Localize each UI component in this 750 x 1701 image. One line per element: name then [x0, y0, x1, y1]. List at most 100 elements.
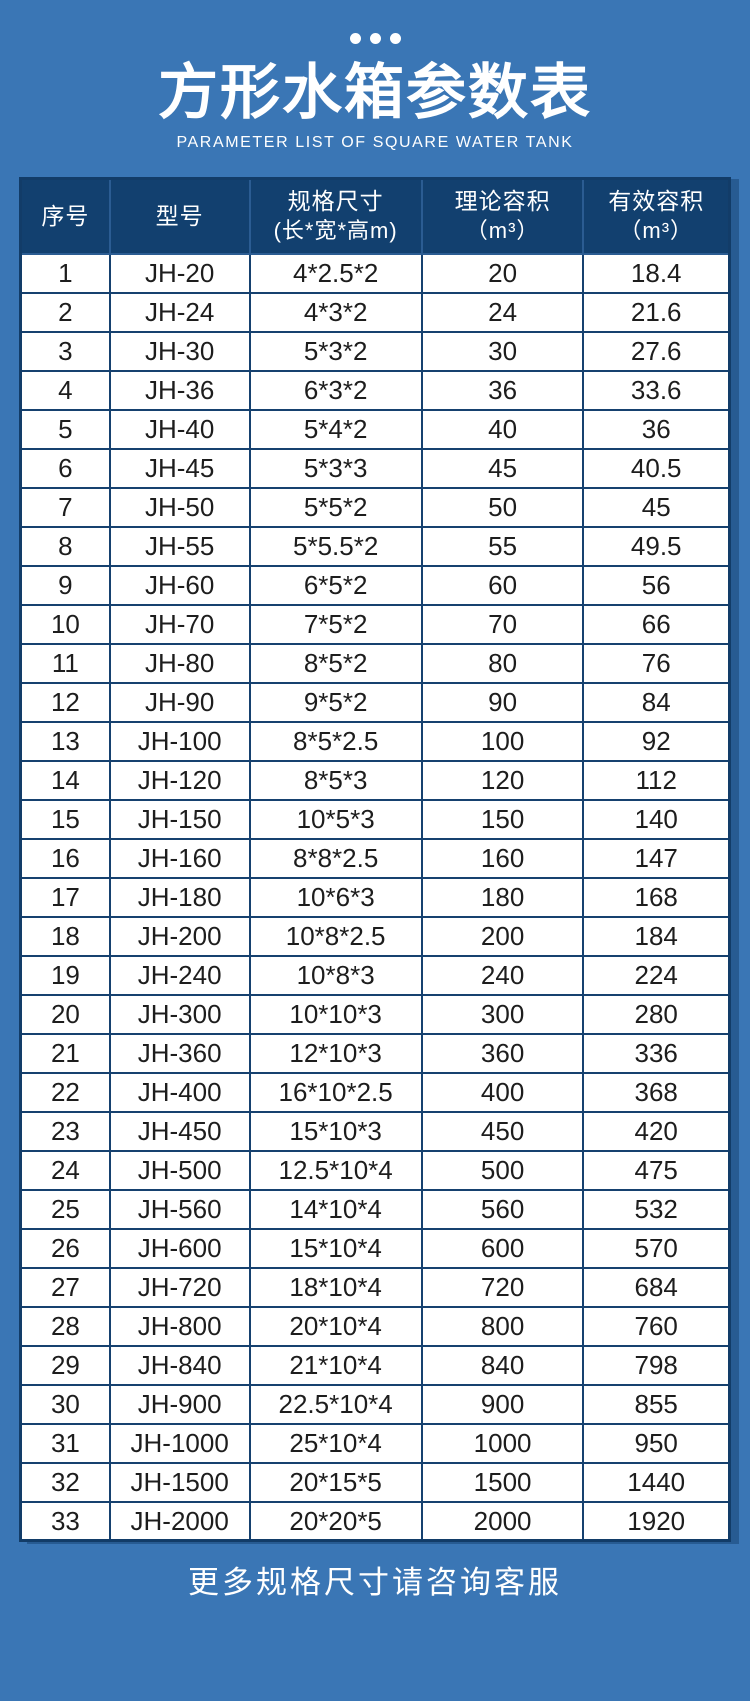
- cell-theoretical-volume: 400: [420, 1071, 585, 1113]
- cell-model: JH-720: [108, 1266, 251, 1308]
- cell-theoretical-volume: 80: [420, 642, 585, 684]
- col-header-label: 有效容积: [608, 188, 705, 215]
- table-row: 31 JH-1000 25*10*4 1000 950: [19, 1422, 731, 1464]
- cell-model: JH-120: [108, 759, 251, 801]
- cell-theoretical-volume: 70: [420, 603, 585, 645]
- cell-theoretical-volume: 55: [420, 525, 585, 567]
- cell-model: JH-150: [108, 798, 251, 840]
- table-row: 13 JH-100 8*5*2.5 100 92: [19, 720, 731, 762]
- page-title: 方形水箱参数表: [158, 59, 592, 126]
- cell-theoretical-volume: 800: [420, 1305, 585, 1347]
- cell-model: JH-40: [108, 408, 251, 450]
- cell-model: JH-800: [108, 1305, 251, 1347]
- cell-model: JH-160: [108, 837, 251, 879]
- cell-size: 8*8*2.5: [248, 837, 423, 879]
- cell-effective-volume: 27.6: [582, 330, 731, 372]
- col-header-unit: （m³）: [465, 217, 540, 243]
- cell-size: 10*8*3: [248, 954, 423, 996]
- table-row: 16 JH-160 8*8*2.5 160 147: [19, 837, 731, 879]
- table-row: 18 JH-200 10*8*2.5 200 184: [19, 915, 731, 957]
- cell-model: JH-30: [108, 330, 251, 372]
- cell-index: 23: [19, 1110, 111, 1152]
- cell-effective-volume: 950: [582, 1422, 731, 1464]
- table-row: 21 JH-360 12*10*3 360 336: [19, 1032, 731, 1074]
- cell-theoretical-volume: 24: [420, 291, 585, 333]
- cell-model: JH-24: [108, 291, 251, 333]
- cell-size: 21*10*4: [248, 1344, 423, 1386]
- cell-effective-volume: 40.5: [582, 447, 731, 489]
- cell-index: 17: [19, 876, 111, 918]
- cell-effective-volume: 140: [582, 798, 731, 840]
- cell-effective-volume: 475: [582, 1149, 731, 1191]
- cell-index: 14: [19, 759, 111, 801]
- cell-index: 29: [19, 1344, 111, 1386]
- cell-index: 26: [19, 1227, 111, 1269]
- cell-size: 5*5.5*2: [248, 525, 423, 567]
- cell-theoretical-volume: 600: [420, 1227, 585, 1269]
- cell-index: 12: [19, 681, 111, 723]
- cell-theoretical-volume: 200: [420, 915, 585, 957]
- cell-index: 3: [19, 330, 111, 372]
- cell-index: 4: [19, 369, 111, 411]
- table-row: 28 JH-800 20*10*4 800 760: [19, 1305, 731, 1347]
- table-row: 11 JH-80 8*5*2 80 76: [19, 642, 731, 684]
- cell-index: 30: [19, 1383, 111, 1425]
- cell-model: JH-45: [108, 447, 251, 489]
- dot-icon: [389, 33, 401, 44]
- cell-model: JH-450: [108, 1110, 251, 1152]
- cell-size: 9*5*2: [248, 681, 423, 723]
- cell-effective-volume: 1440: [582, 1461, 731, 1503]
- col-header-label: 型号: [155, 202, 204, 229]
- cell-model: JH-1500: [108, 1461, 251, 1503]
- cell-theoretical-volume: 60: [420, 564, 585, 606]
- cell-index: 27: [19, 1266, 111, 1308]
- dot-icon: [369, 33, 381, 44]
- table-row: 10 JH-70 7*5*2 70 66: [19, 603, 731, 645]
- cell-effective-volume: 420: [582, 1110, 731, 1152]
- table-row: 4 JH-36 6*3*2 36 33.6: [19, 369, 731, 411]
- cell-theoretical-volume: 30: [420, 330, 585, 372]
- table-row: 20 JH-300 10*10*3 300 280: [19, 993, 731, 1035]
- cell-size: 18*10*4: [248, 1266, 423, 1308]
- cell-effective-volume: 36: [582, 408, 731, 450]
- cell-index: 33: [19, 1500, 111, 1542]
- cell-size: 10*8*2.5: [248, 915, 423, 957]
- cell-index: 28: [19, 1305, 111, 1347]
- cell-index: 5: [19, 408, 111, 450]
- cell-size: 20*20*5: [248, 1500, 423, 1542]
- table-row: 19 JH-240 10*8*3 240 224: [19, 954, 731, 996]
- cell-size: 15*10*3: [248, 1110, 423, 1152]
- cell-size: 10*10*3: [248, 993, 423, 1035]
- cell-size: 16*10*2.5: [248, 1071, 423, 1113]
- cell-size: 4*3*2: [248, 291, 423, 333]
- cell-effective-volume: 66: [582, 603, 731, 645]
- cell-size: 6*3*2: [248, 369, 423, 411]
- cell-index: 6: [19, 447, 111, 489]
- cell-index: 32: [19, 1461, 111, 1503]
- table-row: 5 JH-40 5*4*2 40 36: [19, 408, 731, 450]
- cell-index: 22: [19, 1071, 111, 1113]
- table-row: 22 JH-400 16*10*2.5 400 368: [19, 1071, 731, 1113]
- cell-effective-volume: 92: [582, 720, 731, 762]
- cell-index: 10: [19, 603, 111, 645]
- cell-index: 8: [19, 525, 111, 567]
- cell-theoretical-volume: 900: [420, 1383, 585, 1425]
- table-row: 12 JH-90 9*5*2 90 84: [19, 681, 731, 723]
- cell-size: 25*10*4: [248, 1422, 423, 1464]
- cell-effective-volume: 368: [582, 1071, 731, 1113]
- cell-effective-volume: 33.6: [582, 369, 731, 411]
- cell-size: 5*5*2: [248, 486, 423, 528]
- col-header-index: 序号: [19, 177, 111, 255]
- cell-theoretical-volume: 360: [420, 1032, 585, 1074]
- cell-size: 8*5*2.5: [248, 720, 423, 762]
- cell-index: 24: [19, 1149, 111, 1191]
- cell-theoretical-volume: 720: [420, 1266, 585, 1308]
- cell-effective-volume: 147: [582, 837, 731, 879]
- cell-theoretical-volume: 50: [420, 486, 585, 528]
- table-row: 2 JH-24 4*3*2 24 21.6: [19, 291, 731, 333]
- col-header-label: 序号: [41, 202, 90, 229]
- cell-effective-volume: 855: [582, 1383, 731, 1425]
- cell-effective-volume: 570: [582, 1227, 731, 1269]
